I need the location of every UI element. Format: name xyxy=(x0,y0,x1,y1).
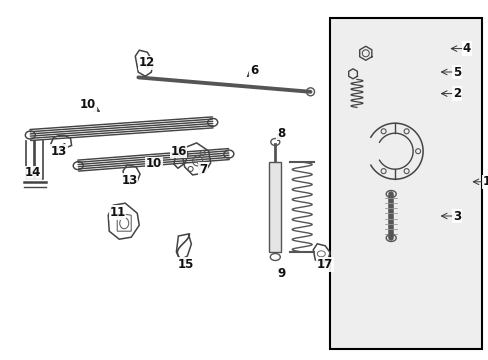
Text: 11: 11 xyxy=(109,206,125,219)
Text: 16: 16 xyxy=(170,145,186,158)
Bar xyxy=(269,162,281,252)
Text: 15: 15 xyxy=(177,258,194,271)
Text: 7: 7 xyxy=(199,163,206,176)
Text: 4: 4 xyxy=(462,42,470,55)
Text: 10: 10 xyxy=(145,157,162,170)
Text: 6: 6 xyxy=(250,64,258,77)
Text: 3: 3 xyxy=(452,210,460,222)
Text: 12: 12 xyxy=(138,57,155,69)
Text: 10: 10 xyxy=(80,98,96,111)
Text: 13: 13 xyxy=(121,174,138,186)
Text: 17: 17 xyxy=(316,258,333,271)
Text: 1: 1 xyxy=(482,175,488,188)
Text: 13: 13 xyxy=(50,145,67,158)
Text: 8: 8 xyxy=(277,127,285,140)
Bar xyxy=(329,18,481,349)
Text: 2: 2 xyxy=(452,87,460,100)
Text: 14: 14 xyxy=(25,166,41,179)
Text: 9: 9 xyxy=(277,267,285,280)
Text: 5: 5 xyxy=(452,66,460,78)
